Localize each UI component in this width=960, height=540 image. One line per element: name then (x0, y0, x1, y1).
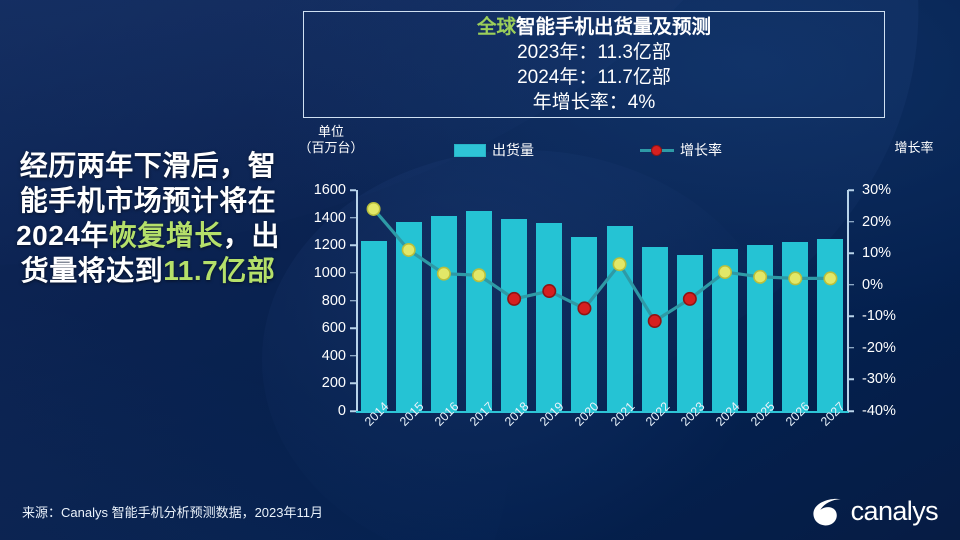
headline-segment-3: 11.7亿部 (163, 255, 276, 286)
right-axis-tick-mark (848, 220, 854, 223)
title-rest: 智能手机出货量及预测 (516, 15, 712, 38)
growth-marker-2018 (507, 291, 522, 306)
left-axis-tick-label: 1000 (313, 264, 346, 281)
growth-marker-2017 (472, 268, 487, 283)
right-axis-tick-mark (848, 347, 854, 349)
growth-marker-2027 (823, 271, 838, 286)
source-note: 来源：Canalys 智能手机分析预测数据，2023年11月 (22, 505, 323, 520)
left-axis-tick-mark (350, 272, 356, 274)
left-axis-tick-label: 1600 (313, 182, 346, 198)
growth-marker-2015 (401, 242, 416, 257)
bar-2016 (430, 216, 457, 411)
left-axis-tick-mark (350, 410, 356, 412)
left-axis-tick-label: 0 (337, 403, 346, 419)
left-axis-tick-label: 600 (321, 320, 346, 337)
growth-marker-2025 (753, 269, 768, 284)
right-axis-tick-mark (848, 315, 854, 318)
bar-2022 (641, 247, 668, 411)
left-axis-tick-mark (350, 189, 356, 191)
canalys-logo: canalys (810, 494, 939, 528)
title-highlight: 全球 (476, 15, 516, 38)
legend-item-growth: 增长率 (640, 140, 722, 160)
left-axis-line (356, 190, 358, 412)
growth-marker-2019 (542, 284, 557, 299)
growth-marker-2020 (577, 301, 592, 316)
title-line-2: 2023年：11.3亿部 (517, 41, 671, 63)
growth-marker-2022 (647, 314, 662, 329)
right-axis-tick-label: 20% (862, 213, 892, 230)
left-axis-tick-mark (350, 299, 356, 302)
title-line-4: 年增长率：4% (532, 91, 656, 113)
legend-item-shipments: 出货量 (454, 140, 534, 160)
left-axis-tick-label: 1200 (313, 237, 346, 254)
right-axis-tick-label: -30% (862, 371, 896, 388)
right-axis-tick-label: 30% (862, 182, 892, 198)
growth-line-series (366, 201, 838, 329)
legend-line-label: 增长率 (680, 142, 722, 158)
legend-line-marker-icon (651, 145, 662, 156)
right-axis-line (847, 190, 849, 412)
bar-2023 (676, 254, 703, 411)
growth-marker-2021 (612, 257, 627, 272)
canalys-wordmark: canalys (850, 495, 939, 526)
growth-line-path (372, 207, 831, 323)
left-axis-tick-mark (350, 327, 356, 329)
bar-2017 (465, 210, 492, 411)
bar-2021 (606, 225, 633, 411)
headline-segment-0: 经历两年下滑后，智能手机市场预计将在2024年 (16, 150, 277, 251)
headline-text: 经历两年下滑后，智能手机市场预计将在2024年恢复增长，出货量将达到11.7亿部 (12, 148, 284, 288)
right-axis-tick-mark (848, 252, 854, 254)
right-axis-tick-label: 0% (862, 276, 883, 293)
growth-marker-2016 (436, 266, 451, 281)
right-axis-tick-label: -40% (862, 403, 896, 419)
left-axis-title: 单位 （百万台） (288, 124, 374, 156)
right-axis-tick-mark (848, 283, 854, 286)
legend-bar-label: 出货量 (492, 142, 534, 158)
growth-marker-2023 (682, 291, 697, 306)
left-axis-tick-label: 800 (321, 292, 346, 309)
title-box: 全球智能手机出货量及预测 2023年：11.3亿部 2024年：11.7亿部 年… (303, 11, 885, 118)
left-axis-tick-mark (350, 382, 356, 385)
right-axis-title: 增长率 (894, 140, 934, 155)
right-axis-tick-mark (848, 378, 854, 381)
chart-legend: 出货量 增长率 (450, 138, 850, 164)
bar-2020 (571, 236, 598, 411)
left-axis-title-line1: 单位 (317, 124, 344, 139)
left-axis-tick-mark (350, 216, 356, 219)
headline-segment-2: ，出货量将达到 (20, 220, 280, 286)
legend-line-swatch-icon (640, 144, 674, 156)
growth-marker-2026 (788, 271, 803, 286)
title-line-3: 2024年：11.7亿部 (517, 66, 671, 88)
right-axis-tick-mark (848, 189, 854, 191)
bar-2026 (782, 242, 809, 411)
bar-2027 (817, 239, 844, 411)
canalys-swoosh-icon (813, 498, 841, 526)
title-line-1: 全球智能手机出货量及预测 (477, 15, 711, 40)
right-axis-tick-mark (848, 410, 854, 412)
bar-2014 (360, 241, 387, 411)
bar-2018 (501, 219, 528, 411)
growth-marker-2014 (366, 201, 381, 216)
left-axis-tick-label: 400 (321, 347, 346, 364)
left-axis-tick-label: 200 (321, 375, 346, 392)
growth-marker-2024 (717, 265, 732, 280)
right-axis-tick-label: 10% (862, 245, 892, 262)
left-axis-tick-mark (350, 244, 356, 246)
legend-bar-swatch-icon (454, 143, 486, 157)
left-axis-tick-mark (350, 355, 356, 357)
chart-container: 单位 （百万台） 增长率 出货量 增长率 1600 1400 1200 1000 800… (290, 122, 950, 472)
left-axis-tick-label: 1400 (313, 209, 346, 226)
right-axis-tick-label: -10% (862, 308, 896, 325)
bar-2019 (536, 223, 563, 411)
headline-segment-1: 恢复增长 (108, 220, 223, 251)
left-axis-title-line2: （百万台） (298, 140, 364, 155)
right-axis-tick-label: -20% (862, 339, 896, 356)
x-axis-line (356, 411, 849, 413)
